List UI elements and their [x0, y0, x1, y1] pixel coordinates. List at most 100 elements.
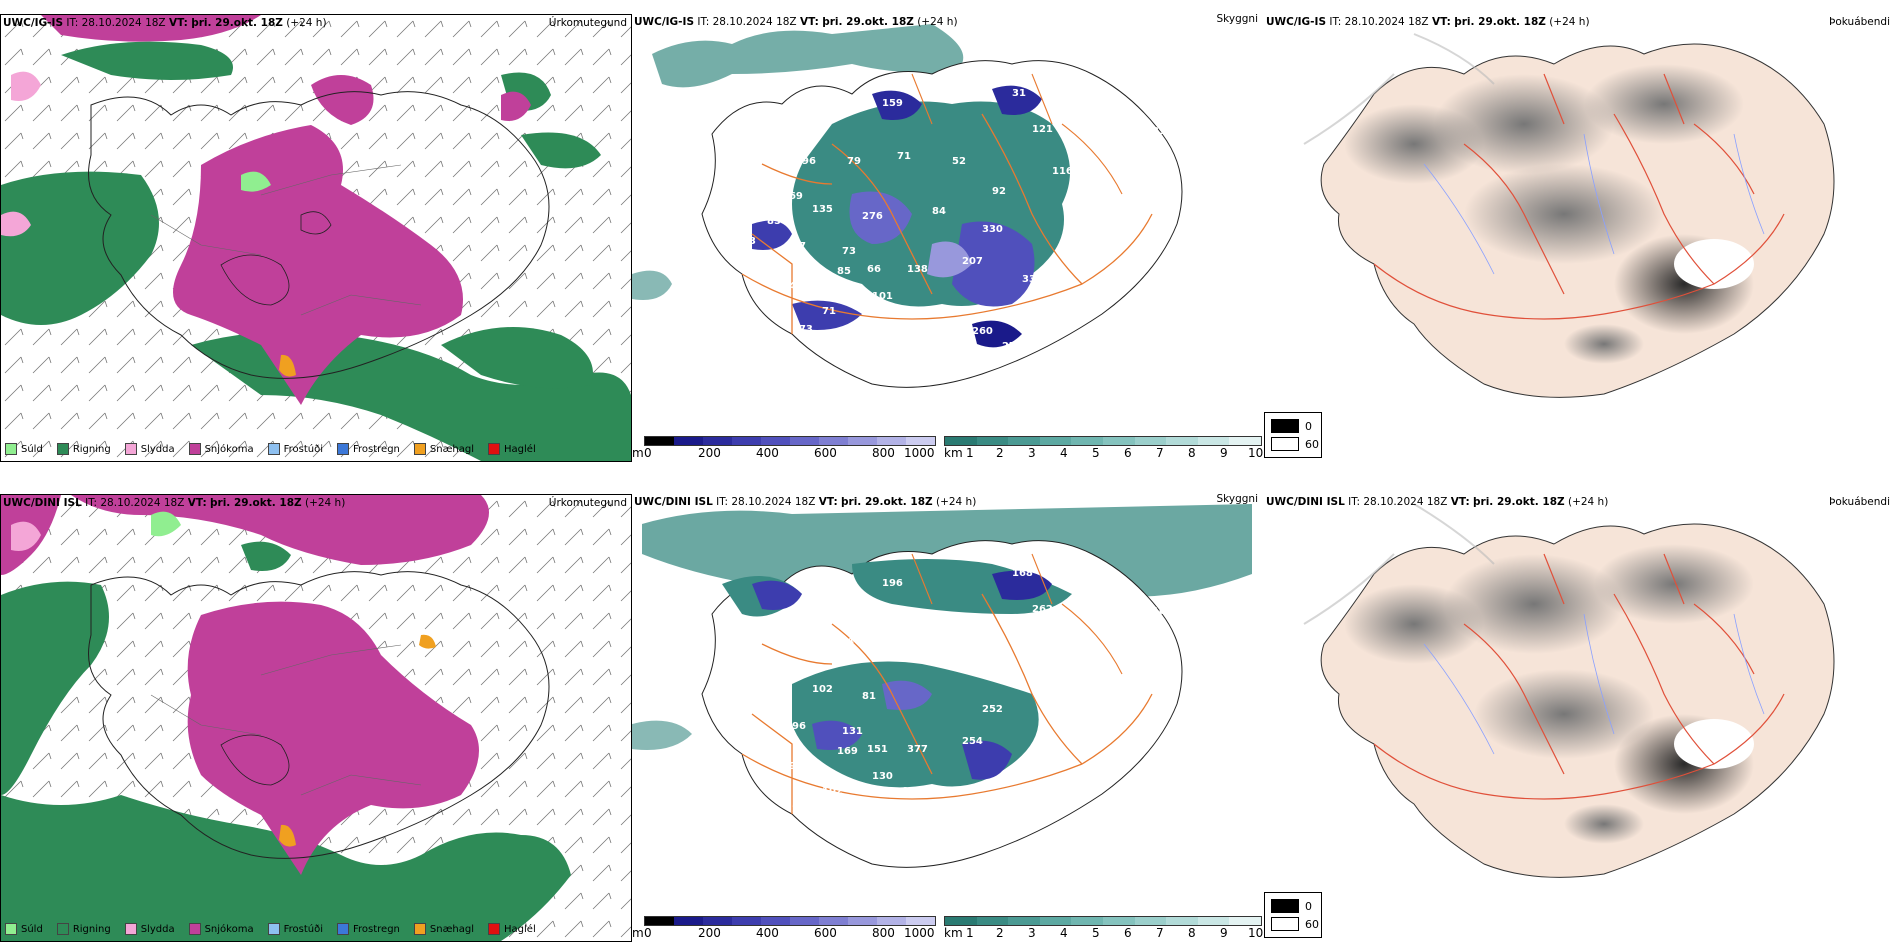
vt-label: VT:	[818, 496, 838, 508]
it-label: IT:	[1348, 496, 1361, 508]
fog-low-label: 60	[1305, 438, 1319, 451]
fog-high-label: 0	[1305, 420, 1312, 433]
legend-label: Snæhagl	[429, 443, 475, 455]
vis-swatch	[1134, 437, 1167, 445]
visibility-value-label: 48	[1002, 821, 1016, 832]
vis-swatch	[1166, 917, 1198, 925]
visibility-value-label: 240	[802, 636, 823, 647]
height-tick: 600	[814, 926, 837, 940]
vis-swatch	[976, 437, 1009, 445]
vis-swatch	[1039, 917, 1072, 925]
vis-tick: 5	[1092, 926, 1100, 940]
visibility-number-labels: 159 31 121 183 332 96 79 71 169 135 85 276 57 73 66 138…	[722, 88, 1173, 377]
legend-swatch	[267, 443, 280, 455]
visibility-value-label: 57	[952, 636, 966, 647]
it-label: IT:	[716, 496, 729, 508]
visibility-value-label: 57	[792, 241, 806, 252]
visibility-value-label: 93	[1022, 754, 1036, 765]
it-value: 28.10.2024 18Z	[100, 497, 185, 509]
legend-item: Haglél	[488, 923, 536, 935]
height-swatch	[819, 917, 848, 925]
height-tick: 0	[644, 446, 652, 460]
vis-tick: 1	[966, 926, 974, 940]
model-name: UWC/DINI ISL	[1266, 496, 1345, 508]
panel-header: UWC/IG-IS IT: 28.10.2024 18Z VT: þri. 29…	[3, 17, 327, 29]
visibility-value-label: 298	[792, 804, 813, 815]
model-name: UWC/DINI ISL	[634, 496, 713, 508]
visibility-value-label: 81	[862, 691, 876, 702]
vis-tick: 5	[1092, 446, 1100, 460]
vt-label: VT:	[168, 17, 188, 29]
legend-item: Frostregn	[337, 923, 400, 935]
legend-item: Snæhagl	[413, 923, 475, 935]
visibility-number-labels: 196 168 262 41 103 240 463 759 278 102 84 81 96 131 15…	[722, 568, 1173, 857]
legend-item: Snjókoma	[188, 923, 254, 935]
panel-header: UWC/IG-IS IT: 28.10.2024 18Z VT: þri. 29…	[1266, 16, 1590, 28]
height-swatch	[674, 917, 703, 925]
visibility-map-row1: 159 31 121 183 332 96 79 71 169 135 85 276 57 73 66 138…	[632, 14, 1258, 460]
model-name: UWC/IG-IS	[1266, 16, 1327, 28]
lead-time: (+24 h)	[1567, 496, 1609, 508]
fog-map-row2: UWC/DINI ISL IT: 28.10.2024 18Z VT: þri.…	[1264, 494, 1900, 894]
vt-label: VT:	[799, 16, 819, 28]
it-value: 28.10.2024 18Z	[1344, 16, 1429, 28]
height-swatch	[645, 917, 674, 925]
vt-value: þri. 29.okt. 18Z	[841, 496, 933, 508]
visibility-value-label: 52	[972, 806, 986, 817]
vt-value: þri. 29.okt. 18Z	[822, 16, 914, 28]
it-label: IT:	[66, 17, 79, 29]
vis-tick: 9	[1220, 446, 1228, 460]
fog-swatch-high	[1271, 419, 1299, 433]
panel-header: UWC/IG-IS IT: 28.10.2024 18Z VT: þri. 29…	[634, 16, 958, 28]
vt-label: VT:	[1450, 496, 1470, 508]
height-unit: m	[632, 446, 644, 460]
visibility-value-label: 330	[982, 224, 1003, 235]
visibility-title: Skyggni	[1216, 14, 1259, 25]
height-tick: 600	[814, 446, 837, 460]
visibility-value-label: 260	[972, 326, 993, 337]
legend-label: Rigning	[72, 923, 111, 935]
legend-item: Súld	[5, 923, 43, 935]
vt-value: þri. 29.okt. 18Z	[210, 497, 302, 509]
visibility-value-label: 92	[992, 186, 1006, 197]
vt-label: VT:	[187, 497, 207, 509]
legend-item: Rigning	[56, 923, 111, 935]
precip-legend: Súld Rigning Slydda Snjókoma Frostúði Fr…	[5, 443, 536, 455]
legend-item: Súld	[5, 443, 43, 455]
panel-header: UWC/DINI ISL IT: 28.10.2024 18Z VT: þri.…	[634, 496, 976, 508]
height-swatch	[790, 917, 819, 925]
legend-label: Snæhagl	[429, 923, 475, 935]
lead-time: (+24 h)	[304, 497, 346, 509]
legend-item: Frostúði	[267, 443, 323, 455]
vis-tick: 6	[1124, 926, 1132, 940]
height-swatch	[645, 437, 674, 445]
model-name: UWC/IG-IS	[3, 17, 64, 29]
visibility-value-label: 64	[782, 281, 796, 292]
visibility-value-label: 121	[1032, 124, 1053, 135]
visibility-color-bar	[944, 916, 1262, 926]
legend-item: Frostúði	[267, 923, 323, 935]
visibility-value-label: 128	[852, 351, 873, 362]
vt-value: þri. 29.okt. 18Z	[1473, 496, 1565, 508]
visibility-value-label: 262	[1032, 604, 1053, 615]
vis-unit: km	[944, 926, 963, 940]
fog-low-label: 60	[1305, 918, 1319, 931]
lead-time: (+24 h)	[935, 496, 977, 508]
legend-swatch	[56, 923, 69, 935]
lead-time: (+24 h)	[286, 17, 327, 29]
vis-tick: 3	[1028, 926, 1036, 940]
legend-item: Slydda	[124, 923, 175, 935]
visibility-value-label: 333	[1022, 274, 1043, 285]
height-swatch	[761, 437, 790, 445]
visibility-value-label: 96	[792, 721, 806, 732]
precip-type-map-row2: UWC/DINI ISL IT: 28.10.2024 18Z VT: þri.…	[0, 494, 632, 942]
vis-tick: 9	[1220, 926, 1228, 940]
legend-label: Frostregn	[353, 923, 400, 935]
vis-tick: 7	[1156, 446, 1164, 460]
height-swatch	[877, 437, 906, 445]
visibility-value-label: 276	[862, 211, 883, 222]
fog-swatch-low	[1271, 917, 1299, 931]
visibility-value-label: 159	[882, 98, 903, 109]
visibility-value-label: 66	[867, 264, 881, 275]
visibility-value-label: 67	[932, 346, 946, 357]
